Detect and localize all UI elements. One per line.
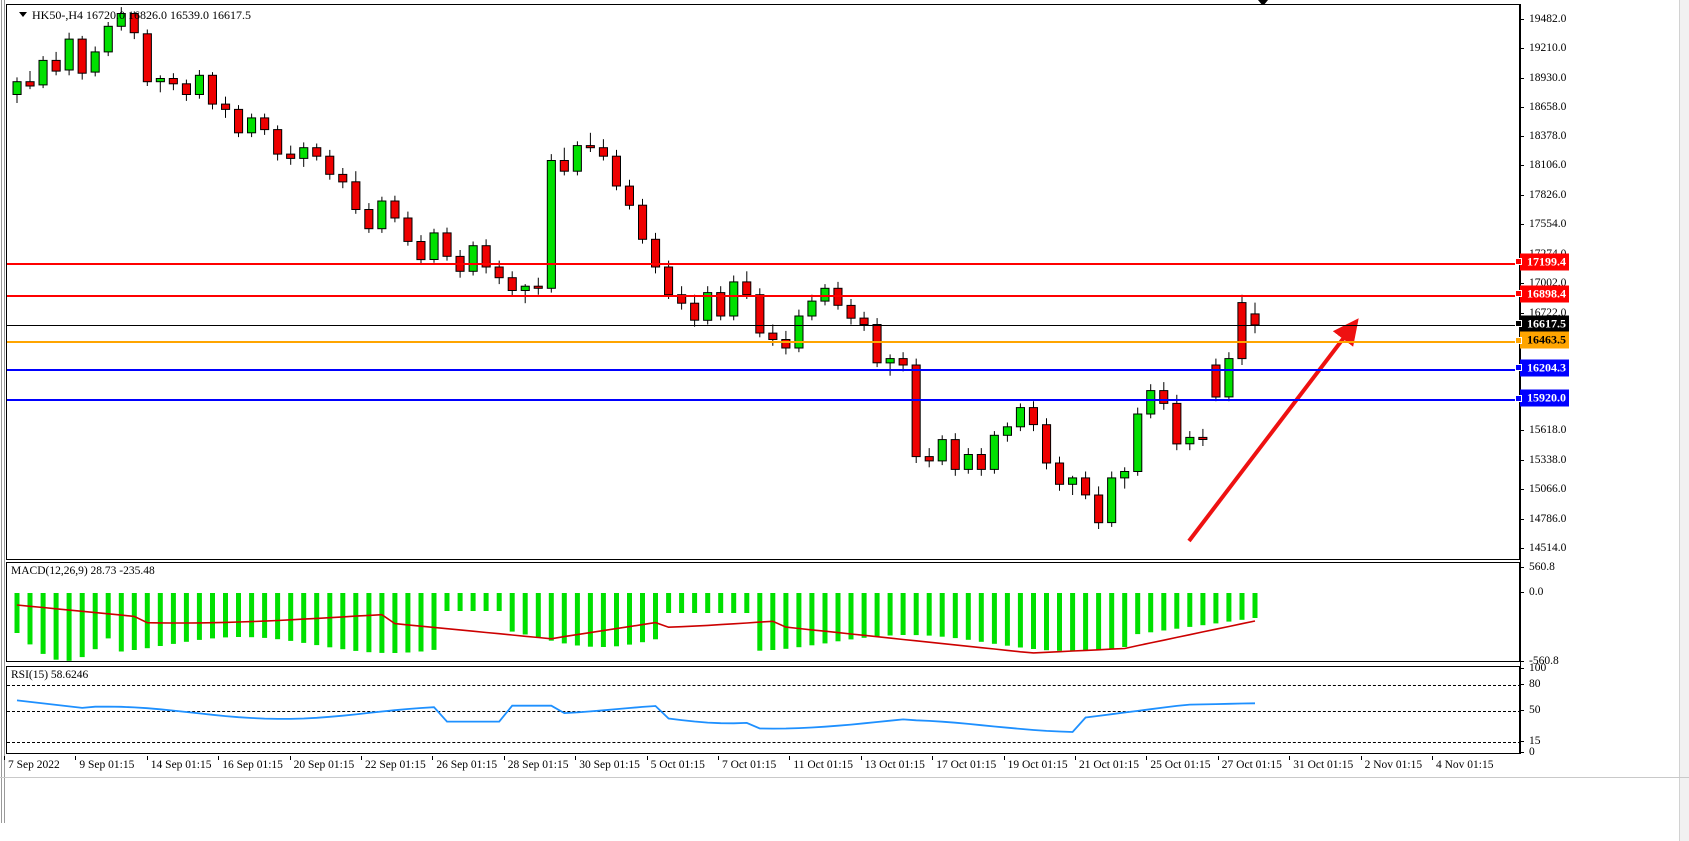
level-line-resistance-2[interactable] [7, 262, 1519, 265]
rsi-tick: 15 [1520, 735, 1541, 747]
time-tick: 17 Oct 01:15 [932, 756, 997, 771]
rsi-threshold-80 [7, 684, 1519, 686]
price-tick: 19482.0 [1520, 13, 1566, 25]
window-top-strip [0, 0, 1689, 5]
time-tick: 22 Sep 01:15 [361, 756, 426, 771]
price-tick: 17554.0 [1520, 218, 1566, 230]
level-line-resistance-1[interactable] [7, 294, 1519, 297]
price-tick: 14786.0 [1520, 513, 1566, 525]
rsi-tick: 0 [1520, 746, 1535, 758]
symbol-ohlc-label: HK50-,H4 16720.0 16826.0 16539.0 16617.5 [32, 8, 251, 22]
time-tick: 2 Nov 01:15 [1360, 756, 1423, 771]
time-tick: 14 Sep 01:15 [146, 756, 212, 771]
rsi-pane[interactable]: RSI(15) 58.6246 [6, 666, 1520, 754]
macd-label: MACD(12,26,9) 28.73 -235.48 [11, 565, 155, 577]
time-tick: 27 Oct 01:15 [1217, 756, 1282, 771]
level-tag-pivot[interactable]: 16463.5 [1515, 331, 1569, 349]
time-tick: 26 Sep 01:15 [432, 756, 498, 771]
price-tick: 18106.0 [1520, 159, 1566, 171]
level-line-support-1[interactable] [7, 368, 1519, 371]
left-rail [0, 0, 6, 823]
level-line-support-2[interactable] [7, 399, 1519, 402]
time-tick: 31 Oct 01:15 [1289, 756, 1354, 771]
rsi-axis[interactable]: 100 80 50 15 0 [1520, 0, 1680, 841]
level-tag-resistance-2[interactable]: 17199.4 [1515, 253, 1569, 271]
time-tick: 7 Oct 01:15 [717, 756, 777, 771]
time-tick: 19 Oct 01:15 [1003, 756, 1068, 771]
price-axis-separator [1520, 4, 1521, 754]
macd-histogram-and-signal [14, 593, 1258, 661]
rsi-label: RSI(15) 58.6246 [11, 669, 89, 681]
time-tick: 30 Sep 01:15 [575, 756, 640, 771]
bottom-rule [0, 777, 1689, 778]
rsi-tick: 50 [1520, 704, 1541, 716]
level-line-pivot[interactable] [7, 341, 1519, 344]
price-tick: 18658.0 [1520, 101, 1566, 113]
chart-title-bar: HK50-,H4 16720.0 16826.0 16539.0 16617.5 [19, 8, 251, 23]
time-tick: 20 Sep 01:15 [289, 756, 355, 771]
macd-pane[interactable]: MACD(12,26,9) 28.73 -235.48 [6, 562, 1520, 662]
macd-tick: 560.8 [1520, 561, 1555, 573]
level-tag-resistance-1[interactable]: 16898.4 [1515, 285, 1569, 303]
level-tag-support-2[interactable]: 15920.0 [1515, 389, 1569, 407]
time-tick: 16 Sep 01:15 [218, 756, 283, 771]
price-tick: 18378.0 [1520, 130, 1566, 142]
macd-tick: 0.0 [1520, 586, 1543, 598]
price-tick: 18930.0 [1520, 72, 1566, 84]
chart-top-marker-icon [1258, 0, 1268, 6]
time-tick: 7 Sep 2022 [4, 756, 60, 771]
time-tick: 4 Nov 01:15 [1432, 756, 1494, 771]
level-line-last-price[interactable] [7, 324, 1519, 326]
macd-axis[interactable]: 560.8 0.0 -560.8 [1520, 0, 1680, 841]
price-tick: 15618.0 [1520, 424, 1566, 436]
price-tick: 19210.0 [1520, 42, 1566, 54]
price-pane[interactable]: HK50-,H4 16720.0 16826.0 16539.0 16617.5 [6, 4, 1520, 560]
rsi-tick: 80 [1520, 678, 1541, 690]
rsi-tick: 100 [1520, 662, 1546, 674]
time-tick: 13 Oct 01:15 [860, 756, 925, 771]
time-tick: 9 Sep 01:15 [75, 756, 135, 771]
price-level-lines [7, 5, 1519, 559]
macd-tick: -560.8 [1520, 655, 1559, 667]
vertical-scrollbar[interactable] [1679, 0, 1689, 841]
rsi-threshold-15 [7, 741, 1519, 743]
chevron-down-icon[interactable] [19, 12, 27, 17]
time-tick: 28 Sep 01:15 [503, 756, 569, 771]
time-tick: 25 Oct 01:15 [1146, 756, 1211, 771]
time-axis[interactable]: 7 Sep 2022 9 Sep 01:15 14 Sep 01:15 16 Sep … [4, 756, 1520, 777]
price-tick: 15338.0 [1520, 454, 1566, 466]
level-tag-last-price[interactable]: 16617.5 [1515, 315, 1569, 333]
time-tick: 5 Oct 01:15 [646, 756, 705, 771]
price-tick: 15066.0 [1520, 483, 1566, 495]
candlestick-series [12, 7, 1260, 529]
rsi-threshold-50 [7, 711, 1519, 712]
level-tag-support-1[interactable]: 16204.3 [1515, 359, 1569, 377]
price-tick: 17826.0 [1520, 189, 1566, 201]
rsi-line-series [16, 699, 1256, 733]
trend-arrow-annotation[interactable] [7, 5, 1359, 543]
time-tick: 21 Oct 01:15 [1074, 756, 1140, 771]
price-tick: 14514.0 [1520, 542, 1566, 554]
time-tick: 11 Oct 01:15 [789, 756, 854, 771]
